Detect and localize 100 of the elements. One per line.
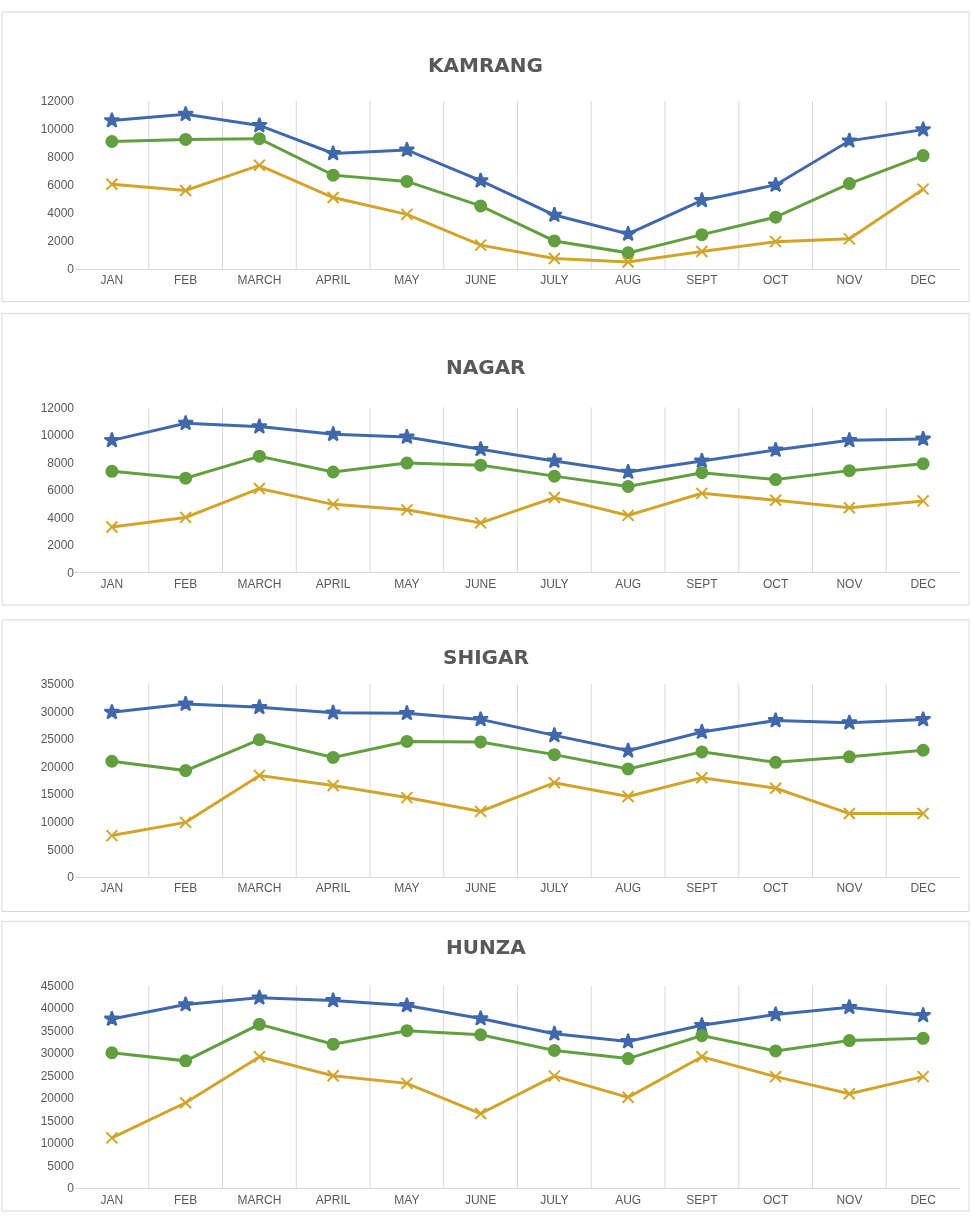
x-tick-label: OCT <box>762 576 789 591</box>
y-tick-label: 45000 <box>40 978 75 993</box>
chart-title: HUNZA <box>446 935 527 959</box>
x-tick-label: MARCH <box>237 576 282 591</box>
chart-title: SHIGAR <box>443 645 529 669</box>
point <box>916 182 930 196</box>
x-tick-label: APRIL <box>315 1192 351 1207</box>
point <box>916 457 930 471</box>
point <box>914 430 932 447</box>
x-tick-label: MAY <box>394 273 420 288</box>
x-tick-label: JUNE <box>464 576 497 591</box>
y-tick-label: 0 <box>67 870 75 885</box>
point <box>547 1043 561 1057</box>
point <box>914 1006 932 1023</box>
point <box>252 132 266 146</box>
point <box>547 234 561 248</box>
point <box>842 232 856 246</box>
x-tick-label: JUNE <box>464 881 497 896</box>
y-tick-label: 6000 <box>47 483 75 498</box>
x-tick-label: FEB <box>173 576 198 591</box>
point <box>547 490 561 504</box>
point <box>324 991 342 1008</box>
chart-title: KAMRANG <box>428 53 543 77</box>
point <box>179 1054 193 1068</box>
point <box>842 501 856 515</box>
y-tick-label: 30000 <box>40 704 75 719</box>
x-tick-label: AUG <box>615 881 642 896</box>
point <box>179 815 193 829</box>
point <box>767 176 784 193</box>
point <box>769 235 783 249</box>
point <box>398 704 416 721</box>
y-tick-label: 12000 <box>40 400 75 415</box>
point <box>916 807 930 821</box>
point <box>252 482 266 496</box>
point <box>177 995 194 1012</box>
y-tick-label: 12000 <box>40 94 75 109</box>
point <box>695 466 709 480</box>
y-tick-label: 25000 <box>40 732 75 747</box>
point <box>547 469 561 483</box>
point <box>546 452 563 469</box>
y-tick-label: 4000 <box>47 510 75 525</box>
point <box>474 238 488 252</box>
point <box>841 713 858 730</box>
point <box>474 735 488 749</box>
point <box>621 762 635 776</box>
y-tick-label: 8000 <box>47 150 75 165</box>
point <box>841 132 858 149</box>
y-tick-label: 4000 <box>47 206 75 221</box>
x-tick-label: JAN <box>100 576 124 591</box>
point <box>621 789 635 803</box>
point <box>472 172 489 188</box>
point <box>400 1024 414 1038</box>
point <box>769 1070 783 1084</box>
y-tick-label: 25000 <box>40 1068 75 1083</box>
x-tick-label: MARCH <box>237 1192 282 1207</box>
point <box>546 206 563 223</box>
point <box>769 210 783 224</box>
x-tick-label: JULY <box>540 576 569 591</box>
point <box>472 710 489 727</box>
point <box>251 417 268 434</box>
y-tick-label: 20000 <box>40 1091 75 1106</box>
point <box>841 431 858 448</box>
point <box>916 1031 930 1045</box>
point <box>324 425 342 442</box>
point <box>474 804 488 818</box>
y-tick-label: 15000 <box>40 1113 75 1128</box>
point <box>105 135 119 149</box>
x-tick-label: AUG <box>615 273 642 288</box>
x-tick-label: OCT <box>762 1192 789 1207</box>
chart-title: NAGAR <box>446 355 526 379</box>
point <box>695 1050 709 1064</box>
point <box>474 1107 488 1121</box>
x-tick-label: JULY <box>540 881 569 896</box>
x-tick-label: DEC <box>910 881 937 896</box>
point <box>179 184 193 198</box>
point <box>693 723 711 740</box>
point <box>914 710 932 727</box>
y-tick-label: 6000 <box>47 178 75 193</box>
point <box>546 1025 563 1042</box>
point <box>842 750 856 764</box>
point <box>105 1131 119 1145</box>
x-tick-label: DEC <box>910 576 937 591</box>
point <box>400 503 414 517</box>
point <box>547 1069 561 1083</box>
point <box>693 452 711 469</box>
point <box>842 807 856 821</box>
point <box>547 748 561 762</box>
x-tick-label: MAY <box>394 576 420 591</box>
point <box>767 711 784 728</box>
x-tick-label: SEPT <box>686 576 719 591</box>
point <box>326 497 340 511</box>
point <box>547 251 561 265</box>
y-tick-label: 40000 <box>40 1001 75 1016</box>
x-tick-label: APRIL <box>315 881 351 896</box>
point <box>251 698 268 715</box>
point <box>695 771 709 785</box>
point <box>252 1050 266 1064</box>
point <box>619 742 637 759</box>
point <box>474 1028 488 1042</box>
x-tick-label: JAN <box>100 273 124 288</box>
